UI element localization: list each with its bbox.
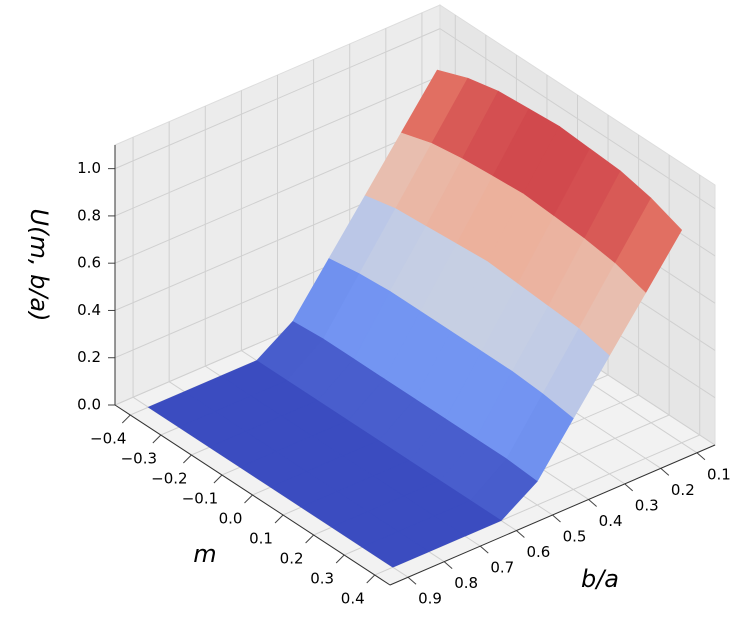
y-tick: [407, 576, 417, 585]
grid-line: [114, 28, 441, 170]
y-tick: [696, 452, 706, 461]
y-tick: [588, 499, 597, 507]
z-tick-label: 0.0: [77, 396, 101, 414]
x-tick: [305, 534, 314, 544]
y-tick: [516, 530, 525, 538]
y-tick-label: 0.9: [418, 590, 442, 608]
y-tick-label: 0.8: [454, 574, 478, 592]
y-tick: [479, 545, 489, 554]
grid-line: [114, 122, 441, 264]
x-tick: [183, 454, 192, 464]
grid-line: [439, 28, 716, 210]
y-tick-label: 0.7: [490, 559, 514, 577]
x-tick-label: 0.4: [341, 590, 365, 608]
z-axis-label: U(m, b/a): [25, 209, 53, 322]
axis-line: [114, 404, 391, 586]
x-tick: [244, 494, 253, 504]
z-tick-label: 1.0: [77, 159, 101, 177]
grid-line: [114, 75, 441, 217]
x-tick-label: −0.1: [182, 490, 218, 508]
y-tick-label: 0.3: [635, 496, 659, 514]
y-tick-label: 0.1: [707, 465, 731, 483]
x-tick: [366, 574, 376, 584]
x-tick: [274, 514, 284, 524]
y-tick-label: 0.4: [599, 512, 623, 530]
y-tick-label: 0.2: [671, 481, 695, 499]
x-axis-label: m: [193, 540, 216, 568]
y-tick: [552, 514, 561, 523]
x-tick-label: −0.3: [121, 450, 157, 468]
x-tick-label: 0.1: [249, 530, 273, 548]
x-tick-label: −0.4: [90, 430, 126, 448]
y-tick: [443, 561, 453, 570]
y-tick-label: 0.6: [526, 543, 550, 561]
z-tick-label: 0.6: [77, 254, 101, 272]
y-tick-label: 0.5: [563, 528, 587, 546]
y-axis-label: b/a: [581, 565, 619, 593]
surface-patch: [361, 531, 430, 568]
axis-line: [389, 444, 716, 586]
x-tick-label: 0.2: [280, 550, 304, 568]
x-tick: [121, 414, 131, 424]
x-tick-label: 0.3: [310, 570, 334, 588]
z-tick-label: 0.2: [77, 348, 101, 366]
x-tick: [213, 474, 223, 484]
x-tick-label: 0.0: [219, 510, 243, 528]
z-tick-label: 0.4: [77, 301, 101, 319]
x-tick: [335, 554, 345, 564]
x-tick: [152, 434, 162, 444]
y-tick: [660, 467, 670, 476]
x-tick-label: −0.2: [151, 470, 187, 488]
y-tick: [624, 483, 634, 492]
z-tick-label: 0.8: [77, 206, 101, 224]
